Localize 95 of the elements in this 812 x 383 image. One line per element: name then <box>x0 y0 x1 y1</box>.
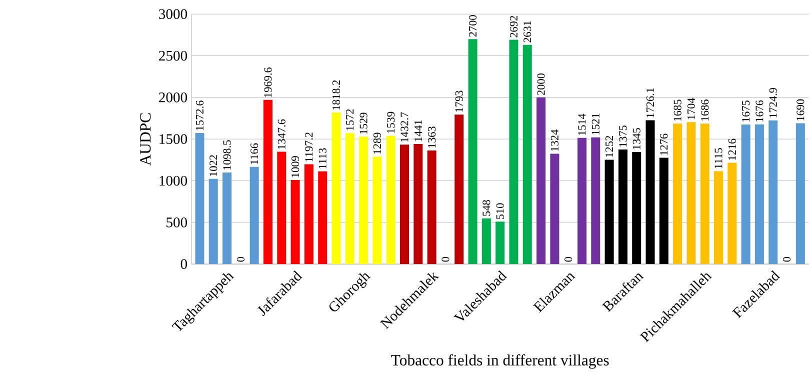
data-label: 1375 <box>619 125 627 146</box>
y-tick-label: 500 <box>166 217 188 228</box>
data-label: 1969.6 <box>264 67 272 97</box>
data-label: 1345 <box>632 128 640 149</box>
bar <box>263 100 272 264</box>
bar <box>632 152 642 264</box>
bar <box>496 221 505 264</box>
data-label: 1009 <box>292 156 300 177</box>
data-label: 1685 <box>674 100 682 121</box>
bar <box>400 144 410 264</box>
data-label: 1539 <box>387 112 395 133</box>
bar <box>372 156 382 264</box>
bar <box>482 218 491 264</box>
bar <box>673 123 682 264</box>
data-label: 1724.9 <box>769 88 777 118</box>
bar <box>304 164 314 264</box>
data-label: 0 <box>236 256 244 262</box>
data-label: 1432.7 <box>400 112 408 142</box>
bar <box>659 158 668 264</box>
data-label: 1818.2 <box>332 80 340 110</box>
data-label: 1529 <box>360 112 368 134</box>
data-label: 2692 <box>510 16 518 38</box>
data-label: 1197.2 <box>305 132 313 162</box>
bar <box>604 160 614 264</box>
bar <box>290 180 300 264</box>
bar <box>754 124 764 264</box>
y-tick-label: 1500 <box>160 134 188 144</box>
data-label: 510 <box>496 203 504 219</box>
bar <box>386 136 396 264</box>
data-label: 1289 <box>373 132 381 154</box>
bar <box>646 120 655 264</box>
bar <box>728 162 737 264</box>
data-label: 1216 <box>728 138 736 160</box>
data-label: 1098.5 <box>223 140 231 170</box>
bar <box>714 170 724 264</box>
bar <box>345 132 354 264</box>
data-label: 0 <box>564 256 572 262</box>
data-label: 0 <box>782 256 791 262</box>
bar <box>536 97 546 264</box>
y-axis-title: AUDPC <box>140 113 151 166</box>
data-label: 2631 <box>524 20 532 42</box>
data-label: 1324 <box>550 129 558 151</box>
data-label: 1793 <box>455 90 463 112</box>
data-label: 2700 <box>468 14 477 36</box>
data-label: 0 <box>442 256 450 262</box>
bar <box>522 44 532 264</box>
x-axis-title: Tobacco fields in different villages <box>391 354 609 369</box>
bar <box>454 114 464 264</box>
data-label: 1441 <box>414 120 422 141</box>
data-label: 1572 <box>346 109 354 130</box>
data-label: 1686 <box>701 99 709 120</box>
data-label: 1704 <box>687 98 695 119</box>
y-tick-label: 3000 <box>159 8 188 19</box>
bar <box>550 154 560 264</box>
bar <box>768 120 778 264</box>
y-tick-label: 1000 <box>160 176 188 186</box>
bar <box>427 150 436 264</box>
bar <box>700 123 710 264</box>
data-label: 1115 <box>714 148 722 168</box>
data-label: 1572.6 <box>196 100 204 130</box>
y-tick-label: 2000 <box>159 92 188 102</box>
data-label: 548 <box>482 200 490 216</box>
y-tick-label: 0 <box>180 258 188 269</box>
bar <box>250 166 259 264</box>
bar <box>277 152 286 264</box>
data-label: 1022 <box>210 154 218 176</box>
data-label: 1276 <box>660 134 668 155</box>
bar <box>195 132 204 264</box>
bar <box>208 178 218 264</box>
data-label: 1166 <box>250 143 258 164</box>
bar <box>796 123 805 264</box>
bar <box>686 122 696 264</box>
data-label: 1363 <box>428 126 436 148</box>
data-label: 1521 <box>592 113 600 134</box>
data-label: 2000 <box>537 73 545 95</box>
bar <box>509 40 518 264</box>
bar <box>468 38 478 264</box>
data-label: 1676 <box>756 100 764 122</box>
bar <box>359 136 368 264</box>
bar <box>741 124 750 264</box>
y-tick-label: 2500 <box>159 50 188 60</box>
data-label: 1252 <box>606 136 614 157</box>
data-label: 1347.6 <box>278 119 286 149</box>
data-label: 1514 <box>578 114 586 135</box>
bar <box>332 112 341 264</box>
bar <box>618 149 628 264</box>
bar <box>414 144 423 264</box>
bar <box>577 138 586 264</box>
bar <box>222 172 232 264</box>
bar <box>591 137 600 264</box>
data-label: 1113 <box>318 148 326 168</box>
data-label: 1726.1 <box>646 88 654 118</box>
data-label: 1675 <box>742 100 750 122</box>
bar <box>318 171 328 264</box>
data-label: 1690 <box>796 99 804 120</box>
